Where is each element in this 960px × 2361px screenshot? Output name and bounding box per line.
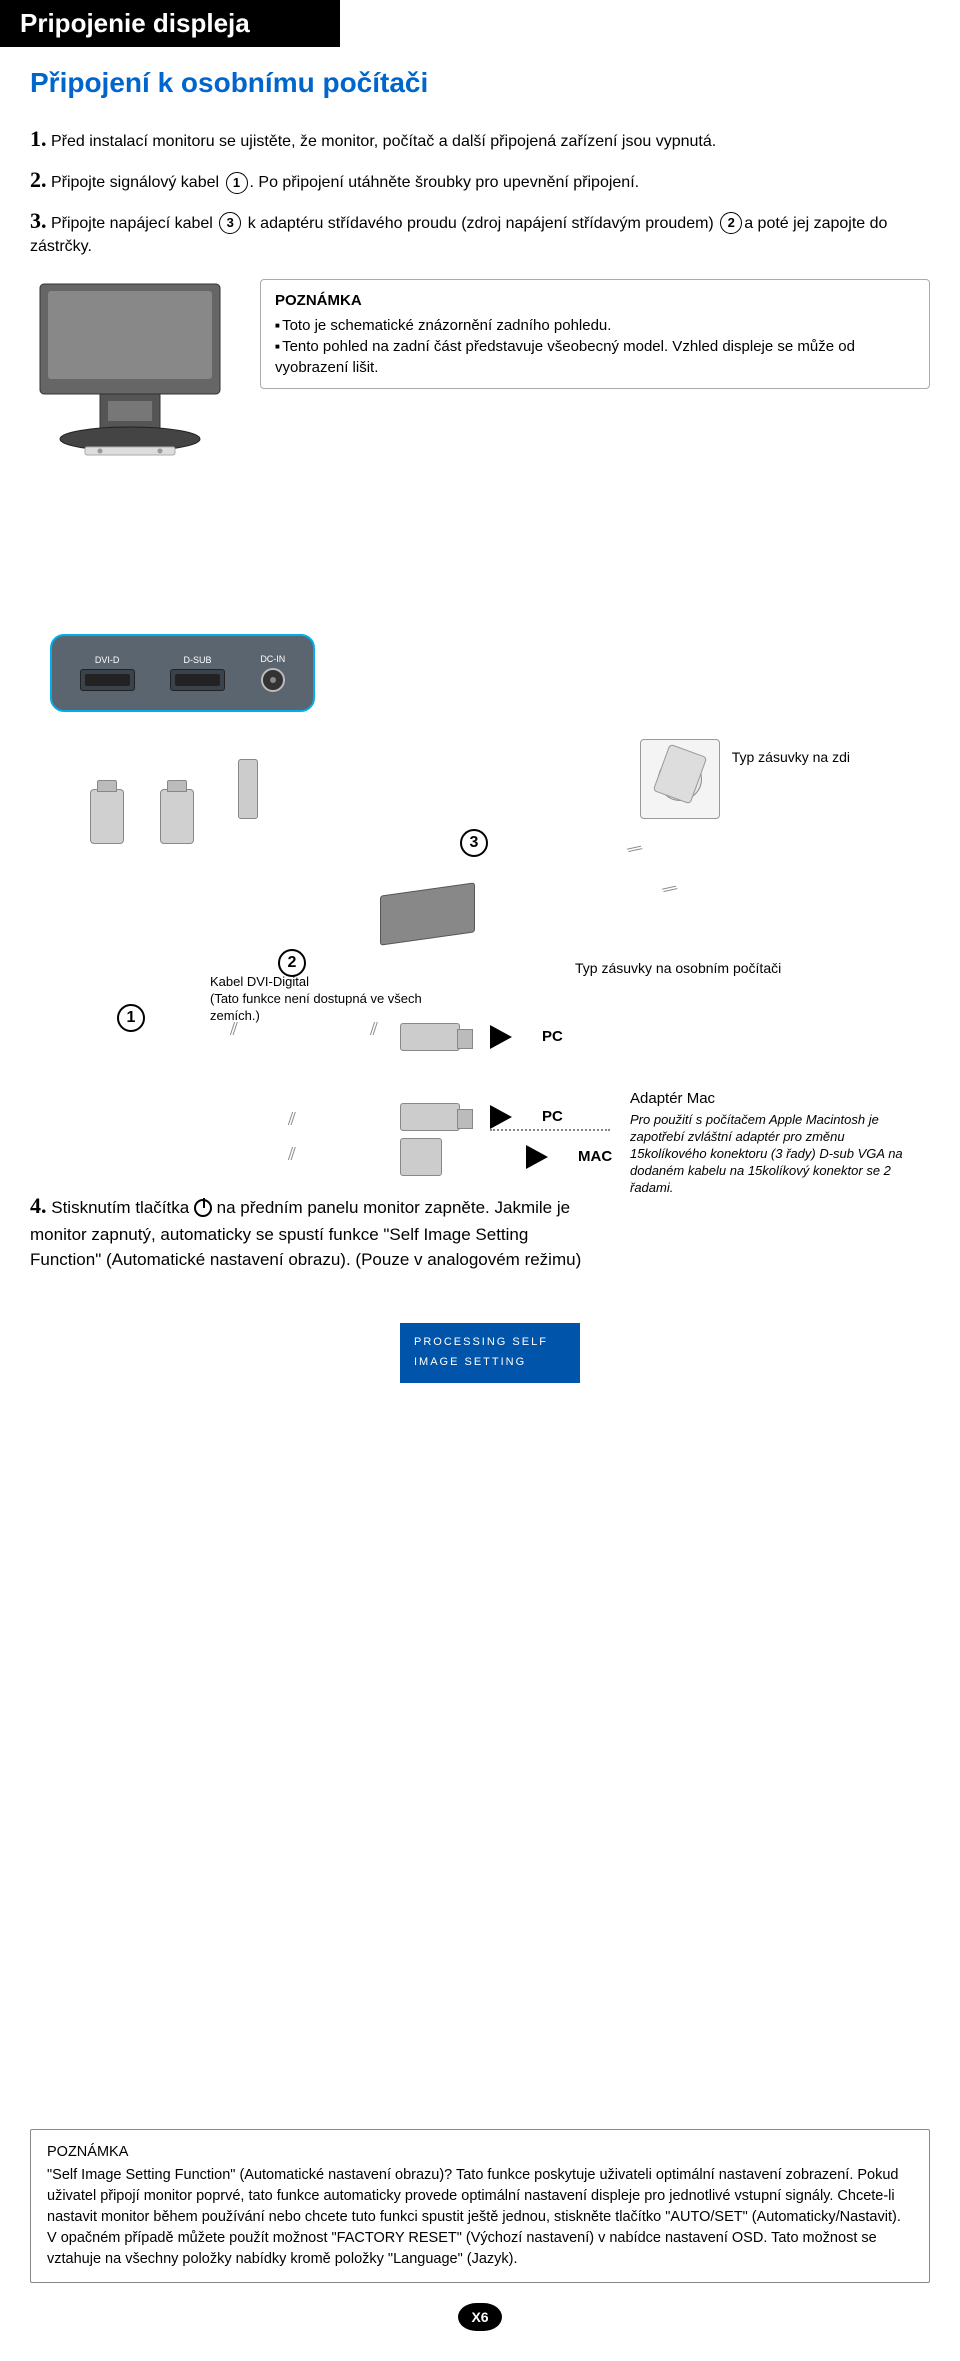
pc-label-2: PC [542, 1108, 563, 1125]
power-adapter-icon [380, 882, 475, 945]
cable-break-icon: ⫽ [623, 841, 645, 858]
socket-box-icon [640, 739, 720, 819]
mac-adapter-body: Pro použití s počítačem Apple Macintosh … [630, 1112, 920, 1196]
pc-label-1: PC [542, 1028, 563, 1045]
dvi-connector-icon [90, 789, 124, 844]
port-dsub: D-SUB [170, 655, 225, 691]
step-2-num: 2. [30, 167, 47, 192]
step-1-text: Před instalací monitoru se ujistěte, že … [51, 133, 716, 150]
wall-plug-icon [653, 743, 708, 804]
processing-line-1: PROCESSING SELF [414, 1333, 566, 1353]
dotted-connector-line [490, 1129, 610, 1131]
arrow-right-icon [490, 1025, 512, 1049]
step-4: 4. Stisknutím tlačítka na předním panelu… [30, 1189, 590, 1273]
dsub-port-icon [170, 669, 225, 691]
circled-1-icon: 1 [226, 172, 248, 194]
note-box-2: POZNÁMKA "Self Image Setting Function" (… [30, 2129, 930, 2283]
circled-3-icon: 3 [219, 212, 241, 234]
step-2-text-b: . Po připojení utáhněte šroubky pro upev… [250, 174, 640, 191]
step-1: 1. Před instalací monitoru se ujistěte, … [30, 124, 930, 155]
pc-plug-icon [400, 1103, 460, 1131]
dc-jack-icon [238, 759, 258, 819]
pc-connector-row-1: PC [400, 1017, 563, 1057]
mac-adapter-note: Adaptér Mac Pro použití s počítačem Appl… [630, 1089, 920, 1197]
note-2-body: "Self Image Setting Function" (Automatic… [47, 2165, 913, 2270]
step-2-text-a: Připojte signálový kabel [51, 174, 224, 191]
circled-2-icon: 2 [720, 212, 742, 234]
cable-break-icon: ⫽ [370, 1019, 378, 1040]
note-1-item-2: Tento pohled na zadní část představuje v… [275, 336, 915, 378]
header-bar: Pripojenie displeja [0, 0, 340, 47]
step-1-num: 1. [30, 126, 47, 151]
dsub-connector-icon [160, 789, 194, 844]
step-3-text-b: k adaptéru střídavého proudu (zdroj napá… [243, 215, 718, 232]
arrow-right-icon [526, 1145, 548, 1169]
cable-break-icon: ⫽ [288, 1144, 296, 1165]
port-dcin: DC-IN [260, 654, 285, 692]
mac-adapter-icon [400, 1138, 442, 1176]
page-number: X6 [458, 2303, 502, 2331]
note-box-1: POZNÁMKA Toto je schematické znázornění … [260, 279, 930, 389]
pc-plug-icon [400, 1023, 460, 1051]
pc-connector-row-2: PC [400, 1097, 563, 1137]
diagram-circled-1: 1 [117, 1004, 145, 1032]
port-dvid-label: DVI-D [95, 655, 120, 665]
arrow-right-icon [490, 1105, 512, 1129]
cable-break-icon: ⫽ [288, 1109, 296, 1130]
mac-adapter-title: Adaptér Mac [630, 1089, 920, 1109]
processing-line-2: IMAGE SETTING [414, 1353, 566, 1373]
diagram-circled-3: 3 [460, 829, 488, 857]
note-1-item-1: Toto je schematické znázornění zadního p… [275, 315, 915, 336]
step-4-num: 4. [30, 1193, 47, 1218]
step-4-text-a: Stisknutím tlačítka [51, 1198, 194, 1217]
step-2: 2. Připojte signálový kabel 1. Po připoj… [30, 165, 930, 196]
diagram-circled-2: 2 [278, 949, 306, 977]
step-3: 3. Připojte napájecí kabel 3 k adaptéru … [30, 206, 930, 259]
label-wall-socket: Typ zásuvky na zdi [732, 749, 850, 765]
note-2-title: POZNÁMKA [47, 2142, 913, 2163]
power-icon [194, 1199, 212, 1217]
port-dcin-label: DC-IN [260, 654, 285, 664]
label-dvi-text: Kabel DVI-Digital [210, 974, 309, 989]
mac-connector-row: MAC [400, 1137, 612, 1177]
label-pc-socket: Typ zásuvky na osobním počítači [575, 959, 781, 977]
cable-break-icon: ⫽ [230, 1019, 238, 1040]
step-3-num: 3. [30, 208, 47, 233]
port-panel: DVI-D D-SUB DC-IN [50, 634, 315, 712]
port-dsub-label: D-SUB [183, 655, 211, 665]
cable-break-icon: ⫽ [658, 881, 680, 898]
steps-list: 1. Před instalací monitoru se ujistěte, … [30, 124, 930, 259]
label-dvi-note: (Tato funkce není dostupná ve všech zemí… [210, 991, 422, 1023]
dvid-port-icon [80, 669, 135, 691]
step-3-text-a: Připojte napájecí kabel [51, 215, 217, 232]
mac-label: MAC [578, 1148, 612, 1165]
note-1-title: POZNÁMKA [275, 290, 915, 311]
dcin-port-icon [261, 668, 285, 692]
page-content: Připojení k osobnímu počítači 1. Před in… [0, 67, 960, 2361]
diagram-area: DVI-D D-SUB DC-IN Typ zásuvky na zdi 3 [30, 419, 930, 1219]
section-title: Připojení k osobnímu počítači [30, 67, 930, 99]
processing-box: PROCESSING SELF IMAGE SETTING [400, 1323, 580, 1383]
wall-socket [640, 739, 720, 819]
port-dvid: DVI-D [80, 655, 135, 691]
